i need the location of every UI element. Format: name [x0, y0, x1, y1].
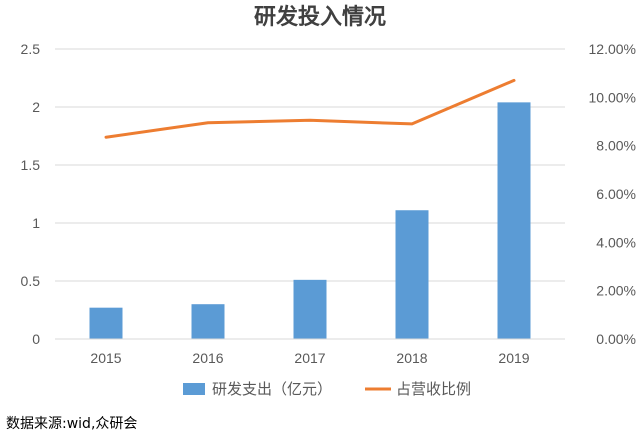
bar	[497, 102, 531, 339]
source-note: 数据来源:wid,众研会	[6, 416, 137, 432]
chart-title: 研发投入情况	[254, 4, 386, 30]
left-axis-tick-label: 0	[32, 331, 40, 347]
x-axis-tick-label: 2017	[294, 350, 325, 366]
bar-series	[89, 102, 531, 339]
line-series	[104, 78, 516, 139]
bar	[89, 307, 123, 339]
left-axis-tick-label: 0.5	[21, 273, 41, 289]
right-axis-tick-label: 10.00%	[589, 89, 636, 105]
right-axis-tick-label: 8.00%	[596, 138, 636, 154]
right-axis-tick-label: 6.00%	[596, 186, 636, 202]
legend-bar-label: 研发支出（亿元）	[212, 380, 332, 398]
bar	[293, 279, 327, 339]
x-axis-tick-label: 2015	[90, 350, 121, 366]
left-axis-tick-label: 2	[32, 99, 40, 115]
x-axis: 2015 2016 2017 2018 2019	[55, 338, 565, 366]
legend-line-label: 占营收比例	[396, 380, 471, 398]
x-axis-tick-label: 2016	[192, 350, 223, 366]
ratio-line	[104, 78, 516, 139]
left-axis: 0 0.5 1 1.5 2 2.5	[21, 41, 41, 347]
legend-bar-swatch	[183, 383, 205, 395]
bar	[191, 304, 225, 339]
right-axis-tick-label: 4.00%	[596, 234, 636, 250]
x-axis-tick-label: 2019	[498, 350, 529, 366]
x-axis-tick-label: 2018	[396, 350, 427, 366]
bar	[395, 210, 429, 339]
left-axis-tick-label: 1.5	[21, 157, 41, 173]
right-axis: 0.00% 2.00% 4.00% 6.00% 8.00% 10.00% 12.00%	[589, 41, 636, 347]
right-axis-tick-label: 0.00%	[596, 331, 636, 347]
left-axis-tick-label: 2.5	[21, 41, 41, 57]
left-axis-tick-label: 1	[32, 215, 40, 231]
legend: 研发支出（亿元） 占营收比例	[183, 380, 471, 398]
right-axis-tick-label: 2.00%	[596, 283, 636, 299]
right-axis-tick-label: 12.00%	[589, 41, 636, 57]
